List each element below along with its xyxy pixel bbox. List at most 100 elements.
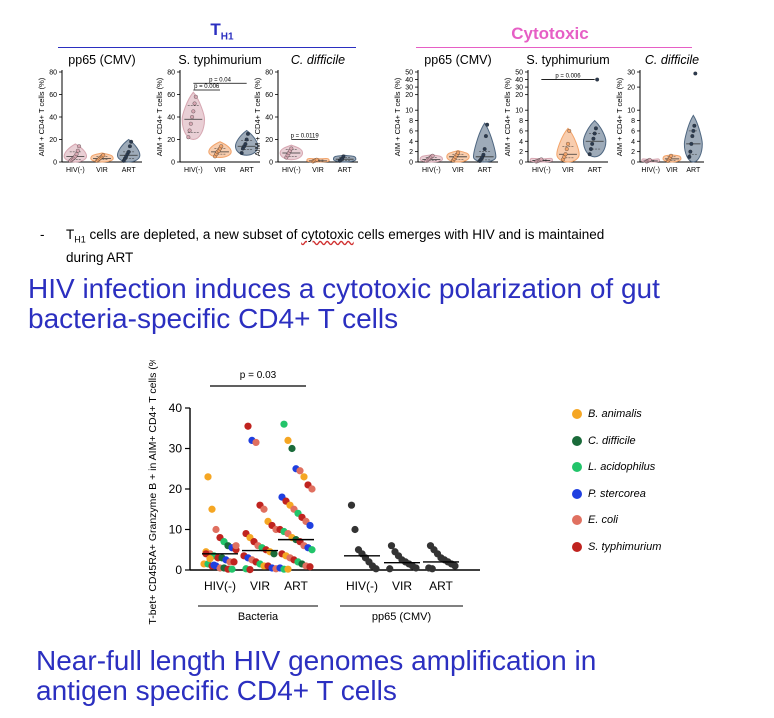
y-tick-label: 40 bbox=[169, 401, 183, 415]
y-tick-label: 20 bbox=[627, 85, 635, 92]
y-tick-label: 4 bbox=[631, 139, 635, 146]
x-tick-label: ART bbox=[686, 167, 701, 174]
y-tick-label: 2 bbox=[409, 149, 413, 156]
bullet-text-b: cells emerges with HIV and is maintained bbox=[353, 227, 605, 242]
y-tick-label: 0 bbox=[175, 563, 182, 577]
y-tick-label: 6 bbox=[519, 128, 523, 135]
chart-title: S. typhimurium bbox=[526, 53, 609, 67]
y-tick-label: 10 bbox=[169, 523, 183, 537]
scatter-point bbox=[386, 565, 394, 573]
violin-point bbox=[289, 146, 294, 151]
y-tick-label: 20 bbox=[49, 137, 57, 144]
violin-point bbox=[593, 126, 598, 131]
y-tick-label: 0 bbox=[519, 160, 523, 167]
bullet-marker: - bbox=[40, 227, 45, 242]
scatter-point bbox=[252, 438, 260, 447]
x-tick-label: ART bbox=[338, 167, 353, 174]
group-label: pp65 (CMV) bbox=[372, 611, 431, 623]
y-axis-label: AIM + CD4+ T cells (%) bbox=[393, 77, 402, 156]
x-tick-label: HIV(-) bbox=[346, 579, 378, 593]
scatter-point bbox=[296, 467, 304, 475]
violin-point bbox=[101, 153, 106, 158]
y-tick-label: 4 bbox=[519, 139, 523, 146]
significance-label: p = 0.006 bbox=[194, 84, 220, 90]
violin-point bbox=[193, 94, 198, 99]
y-tick-label: 30 bbox=[405, 85, 413, 92]
bullet-text: - TH1 cells are depleted, a new subset of… bbox=[40, 226, 740, 266]
legend-item: B. animalis bbox=[572, 408, 642, 420]
scatter-point bbox=[306, 521, 314, 530]
violin-point bbox=[129, 139, 134, 144]
y-tick-label: 10 bbox=[405, 108, 413, 115]
violin-point bbox=[191, 109, 196, 114]
y-tick-label: 0 bbox=[409, 160, 413, 167]
violin-point bbox=[341, 154, 346, 159]
violin-point bbox=[688, 149, 693, 154]
violin-point bbox=[690, 134, 695, 139]
heading2-line1: Near-full length HIV genomes amplificati… bbox=[36, 645, 597, 676]
bullet-underlined: cytotoxic bbox=[301, 227, 354, 242]
violin-point bbox=[563, 152, 568, 157]
violin-point bbox=[689, 141, 694, 146]
scatter-point bbox=[351, 525, 359, 534]
x-tick-label: ART bbox=[122, 167, 137, 174]
y-tick-label: 80 bbox=[49, 70, 57, 77]
y-axis-label: T-bet+ CD45RA+ Granzyme B + in AIM+ CD4+… bbox=[147, 360, 159, 625]
y-tick-label: 40 bbox=[515, 77, 523, 84]
legend-label: P. stercorea bbox=[588, 487, 646, 500]
y-tick-label: 40 bbox=[49, 115, 57, 122]
bullet-sub: H1 bbox=[74, 234, 86, 245]
violin-point bbox=[188, 121, 193, 126]
violin-point bbox=[588, 147, 593, 151]
violin-point bbox=[587, 152, 592, 157]
scatter-point bbox=[212, 525, 220, 534]
y-tick-label: 8 bbox=[409, 118, 413, 125]
y-axis-label: AIM + CD4+ T cells (%) bbox=[615, 77, 624, 156]
x-tick-label: VIR bbox=[250, 579, 270, 593]
y-tick-label: 40 bbox=[405, 77, 413, 84]
violin-point bbox=[564, 147, 569, 151]
scatter-point bbox=[372, 565, 380, 573]
bullet-t: T bbox=[66, 227, 75, 242]
y-tick-label: 30 bbox=[169, 442, 183, 456]
y-axis-label: AIM + CD4+ T cells (%) bbox=[503, 77, 512, 156]
heading2-line2: antigen specific CD4+ T cells bbox=[36, 675, 397, 706]
x-tick-label: HIV(-) bbox=[184, 167, 203, 174]
th1-group-line bbox=[58, 47, 356, 48]
x-tick-label: ART bbox=[478, 167, 493, 174]
violin-point bbox=[192, 101, 197, 106]
y-tick-label: 20 bbox=[265, 137, 273, 144]
violin-point bbox=[692, 123, 697, 128]
x-tick-label: VIR bbox=[312, 167, 324, 174]
violin-point bbox=[539, 157, 544, 162]
y-tick-label: 20 bbox=[167, 137, 175, 144]
violin-point bbox=[456, 150, 460, 155]
x-tick-label: VIR bbox=[452, 167, 464, 174]
violin-point bbox=[219, 144, 224, 149]
y-tick-label: 2 bbox=[519, 149, 523, 156]
y-tick-label: 6 bbox=[631, 128, 635, 135]
th1-subscript: H1 bbox=[220, 31, 234, 43]
legend-swatch bbox=[572, 542, 582, 552]
y-tick-label: 60 bbox=[167, 92, 175, 99]
th1-label: T bbox=[210, 20, 221, 39]
scatter-point bbox=[260, 505, 268, 513]
scatter-point bbox=[300, 473, 308, 481]
violin-point bbox=[567, 128, 572, 133]
legend-swatch bbox=[572, 488, 582, 499]
violin-point bbox=[483, 134, 488, 139]
violin-point bbox=[127, 144, 132, 149]
violin-point bbox=[485, 122, 490, 127]
y-axis-label: AIM + CD4+ T cells (%) bbox=[155, 77, 164, 156]
scatter-point bbox=[270, 550, 278, 558]
violin-point bbox=[592, 131, 597, 136]
x-tick-label: HIV(-) bbox=[532, 167, 551, 174]
heading1-line1: HIV infection induces a cytotoxic polari… bbox=[28, 273, 660, 304]
heading-genome-amplification: Near-full length HIV genomes amplificati… bbox=[36, 646, 766, 706]
scatter-point bbox=[228, 565, 236, 573]
significance-label: p = 0.04 bbox=[209, 77, 232, 83]
legend-label: E. coli bbox=[588, 514, 618, 527]
